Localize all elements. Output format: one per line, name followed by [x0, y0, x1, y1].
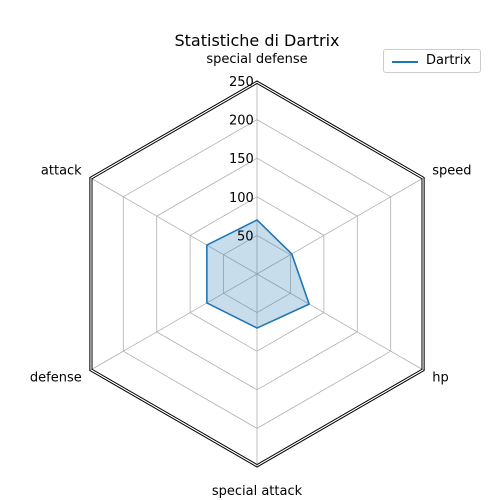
axis-labels: speed special defense attack defense special… — [30, 52, 472, 499]
legend-swatch-dartrix — [392, 61, 418, 63]
legend-label-dartrix: Dartrix — [426, 53, 472, 68]
r-tick-250: 250 — [229, 75, 254, 90]
r-tick-50: 50 — [237, 229, 254, 244]
r-tick-150: 150 — [229, 152, 254, 167]
axis-label-speed: speed — [432, 164, 471, 179]
r-tick-200: 200 — [229, 114, 254, 129]
spoke-speed — [256, 177, 425, 275]
grid — [89, 80, 425, 468]
grid-ring-100 — [189, 196, 325, 352]
grid-ring-200 — [122, 119, 392, 429]
radial-ticks: 50 100 150 200 250 — [229, 75, 254, 244]
axis-label-hp: hp — [432, 371, 449, 386]
frame-outer — [89, 80, 425, 468]
chart-title: Statistiche di Dartrix — [174, 31, 339, 50]
axis-label-defense: defense — [30, 371, 82, 386]
spoke-hp — [256, 273, 425, 371]
frame-inner — [91, 82, 423, 466]
axis-label-attack: attack — [41, 164, 82, 179]
axis-label-special-attack: special attack — [212, 484, 303, 499]
axis-label-special-defense: special defense — [206, 52, 307, 67]
r-tick-100: 100 — [229, 191, 254, 206]
series-layer — [206, 219, 310, 329]
legend: Dartrix — [383, 49, 481, 73]
spoke-defense — [89, 273, 258, 371]
grid-ring-50 — [223, 234, 291, 314]
spoke-attack — [89, 177, 258, 275]
grid-ring-150 — [156, 157, 358, 391]
